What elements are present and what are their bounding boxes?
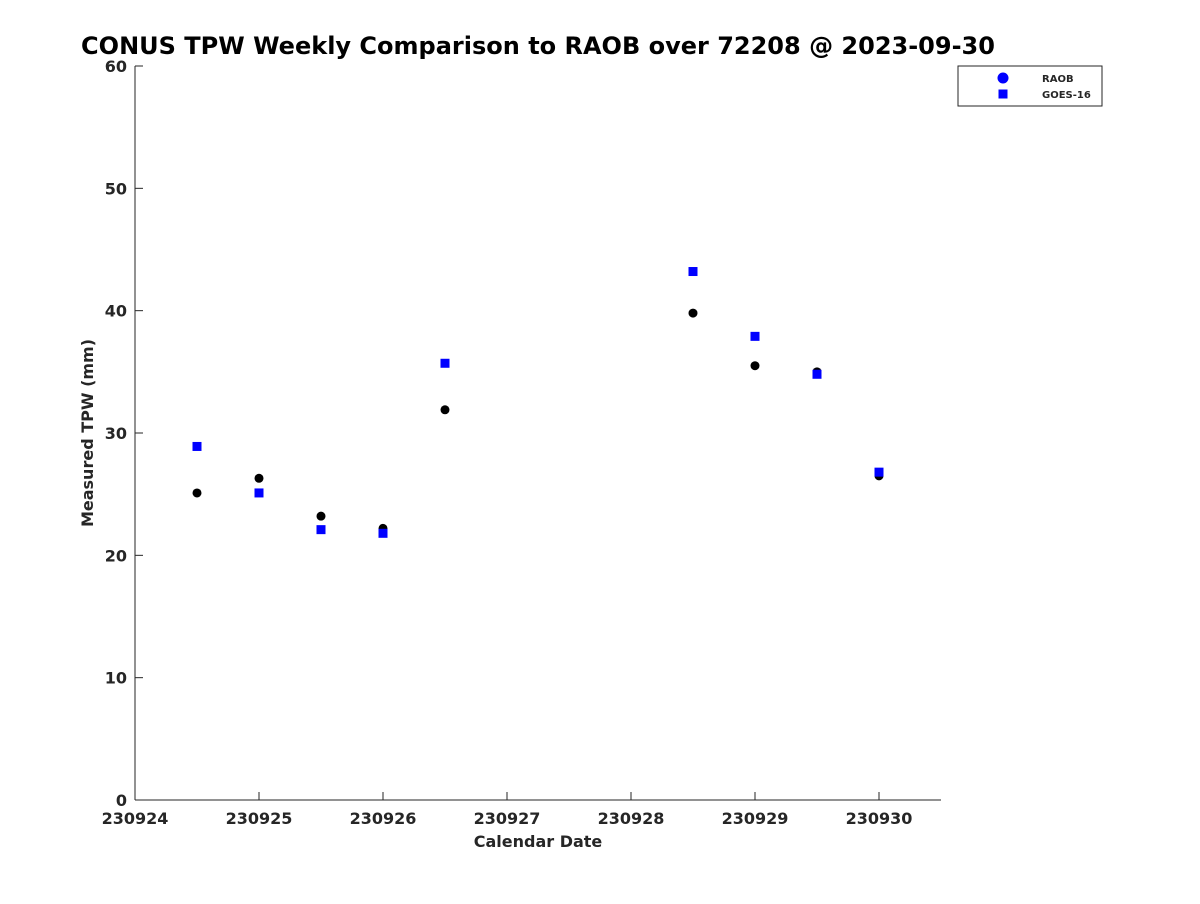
raob-point [192, 488, 202, 498]
legend-marker-raob [997, 72, 1009, 84]
raob-point [440, 405, 450, 415]
raob-point [254, 473, 264, 483]
legend-label: GOES-16 [1042, 90, 1091, 101]
goes16-point [440, 358, 450, 368]
y-axis-label: Measured TPW (mm) [78, 339, 97, 527]
goes16-point [688, 267, 698, 277]
x-tick-label: 230927 [474, 809, 541, 828]
goes16-point [316, 525, 326, 535]
y-tick-label: 0 [116, 791, 127, 810]
y-tick-label: 20 [105, 546, 127, 565]
y-tick-label: 60 [105, 57, 127, 76]
raob-point [688, 308, 698, 318]
legend-box [957, 65, 1103, 107]
y-tick-label: 50 [105, 179, 127, 198]
x-tick-label: 230925 [226, 809, 293, 828]
raob-point [750, 361, 760, 371]
legend: RAOB GOES-16 [957, 65, 1103, 107]
x-tick-label: 230929 [722, 809, 789, 828]
data-points [192, 267, 884, 538]
y-tick-label: 40 [105, 302, 127, 321]
goes16-point [254, 488, 264, 498]
x-axis-ticks: 230924 230925 230926 230927 230928 230929 2309… [102, 792, 913, 828]
x-tick-label: 230926 [350, 809, 417, 828]
chart-title: CONUS TPW Weekly Comparison to RAOB over… [81, 32, 995, 60]
legend-label: RAOB [1042, 74, 1074, 85]
y-tick-label: 30 [105, 424, 127, 443]
raob-point [316, 511, 326, 521]
x-axis-label: Calendar Date [474, 832, 603, 851]
goes16-point [192, 441, 202, 451]
y-axis-ticks: 0 10 20 30 40 50 60 [105, 57, 143, 810]
x-tick-label: 230928 [598, 809, 665, 828]
legend-marker-goes16 [998, 89, 1008, 99]
goes16-point [874, 467, 884, 477]
y-tick-label: 10 [105, 669, 127, 688]
goes16-point [378, 528, 388, 538]
x-tick-label: 230924 [102, 809, 169, 828]
goes16-point [812, 369, 822, 379]
goes16-point [750, 331, 760, 341]
x-tick-label: 230930 [846, 809, 913, 828]
